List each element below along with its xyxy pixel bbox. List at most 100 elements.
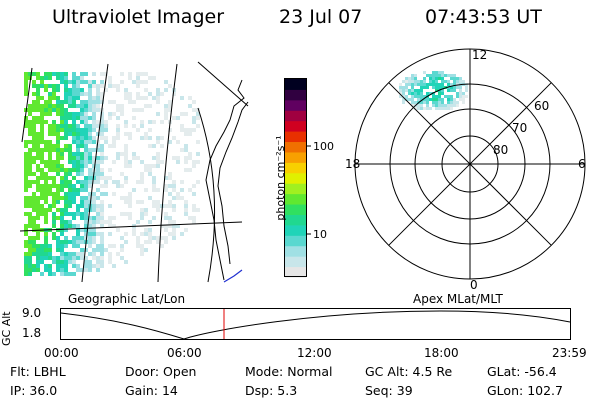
emission-pixel bbox=[124, 148, 128, 152]
emission-pixel bbox=[172, 232, 176, 236]
colorbar-cell bbox=[285, 266, 306, 278]
emission-pixel bbox=[28, 104, 32, 108]
emission-pixel bbox=[88, 172, 92, 176]
emission-pixel bbox=[164, 228, 168, 232]
emission-pixel bbox=[48, 124, 52, 128]
emission-pixel bbox=[36, 120, 40, 124]
emission-pixel bbox=[28, 256, 32, 260]
emission-pixel bbox=[24, 228, 28, 232]
emission-pixel bbox=[72, 176, 76, 180]
emission-pixel bbox=[84, 268, 88, 272]
emission-pixel bbox=[60, 232, 64, 236]
emission-pixel bbox=[112, 84, 116, 88]
emission-pixel bbox=[132, 80, 136, 84]
emission-pixel bbox=[156, 92, 160, 96]
emission-pixel bbox=[84, 204, 88, 208]
emission-pixel bbox=[108, 100, 112, 104]
emission-pixel bbox=[36, 244, 40, 248]
emission-pixel bbox=[52, 216, 56, 220]
emission-pixel bbox=[84, 220, 88, 224]
emission-pixel bbox=[24, 72, 28, 76]
time-label: 07:43:53 UT bbox=[425, 6, 542, 28]
emission-pixel bbox=[76, 188, 80, 192]
emission-pixel bbox=[68, 104, 72, 108]
emission-pixel bbox=[156, 188, 160, 192]
emission-pixel bbox=[84, 144, 88, 148]
emission-pixel bbox=[56, 100, 60, 104]
emission-pixel bbox=[156, 200, 160, 204]
emission-pixel bbox=[40, 168, 44, 172]
emission-pixel bbox=[188, 168, 192, 172]
emission-pixel bbox=[438, 95, 441, 98]
emission-pixel bbox=[80, 108, 84, 112]
emission-pixel bbox=[36, 212, 40, 216]
emission-pixel bbox=[168, 84, 172, 88]
emission-pixel bbox=[124, 132, 128, 136]
emission-pixel bbox=[32, 148, 36, 152]
emission-pixel bbox=[24, 76, 28, 80]
emission-pixel bbox=[64, 84, 68, 88]
emission-pixel bbox=[24, 196, 28, 200]
emission-pixel bbox=[76, 124, 80, 128]
emission-pixel bbox=[88, 148, 92, 152]
emission-pixel bbox=[48, 252, 52, 256]
emission-pixel bbox=[60, 136, 64, 140]
emission-pixel bbox=[40, 196, 44, 200]
emission-pixel bbox=[172, 116, 176, 120]
emission-pixel bbox=[32, 120, 36, 124]
emission-pixel bbox=[60, 112, 64, 116]
emission-pixel bbox=[92, 72, 96, 76]
emission-pixel bbox=[408, 92, 411, 95]
emission-pixel bbox=[180, 180, 184, 184]
emission-pixel bbox=[56, 148, 60, 152]
emission-pixel bbox=[144, 232, 148, 236]
emission-pixel bbox=[88, 228, 92, 232]
emission-pixel bbox=[84, 148, 88, 152]
emission-pixel bbox=[52, 212, 56, 216]
emission-pixel bbox=[84, 124, 88, 128]
emission-pixel bbox=[132, 152, 136, 156]
emission-pixel bbox=[64, 236, 68, 240]
emission-pixel bbox=[28, 128, 32, 132]
emission-pixel bbox=[76, 112, 80, 116]
emission-pixel bbox=[80, 100, 84, 104]
emission-pixel bbox=[164, 240, 168, 244]
emission-pixel bbox=[96, 232, 100, 236]
emission-pixel bbox=[68, 184, 72, 188]
emission-pixel bbox=[188, 128, 192, 132]
emission-pixel bbox=[32, 264, 36, 268]
emission-pixel bbox=[456, 77, 459, 80]
emission-pixel bbox=[28, 212, 32, 216]
emission-pixel bbox=[144, 80, 148, 84]
emission-pixel bbox=[32, 132, 36, 136]
emission-pixel bbox=[56, 140, 60, 144]
emission-pixel bbox=[68, 252, 72, 256]
emission-pixel bbox=[84, 196, 88, 200]
emission-pixel bbox=[104, 88, 108, 92]
emission-pixel bbox=[88, 200, 92, 204]
colorbar-cell bbox=[285, 131, 306, 143]
emission-pixel bbox=[88, 184, 92, 188]
emission-pixel bbox=[100, 92, 104, 96]
emission-pixel bbox=[84, 176, 88, 180]
emission-pixel bbox=[36, 208, 40, 212]
emission-pixel bbox=[64, 96, 68, 100]
emission-pixel bbox=[92, 200, 96, 204]
emission-pixel bbox=[132, 116, 136, 120]
emission-pixel bbox=[36, 264, 40, 268]
emission-pixel bbox=[426, 83, 429, 86]
emission-pixel bbox=[52, 184, 56, 188]
emission-pixel bbox=[435, 104, 438, 107]
emission-pixel bbox=[92, 208, 96, 212]
emission-pixel bbox=[417, 92, 420, 95]
emission-pixel bbox=[411, 74, 414, 77]
emission-pixel bbox=[438, 74, 441, 77]
emission-pixel bbox=[28, 224, 32, 228]
emission-pixel bbox=[168, 100, 172, 104]
emission-pixel bbox=[72, 156, 76, 160]
emission-pixel bbox=[140, 120, 144, 124]
emission-pixel bbox=[40, 84, 44, 88]
timeline-plot bbox=[60, 308, 571, 340]
emission-pixel bbox=[36, 196, 40, 200]
emission-pixel bbox=[92, 232, 96, 236]
